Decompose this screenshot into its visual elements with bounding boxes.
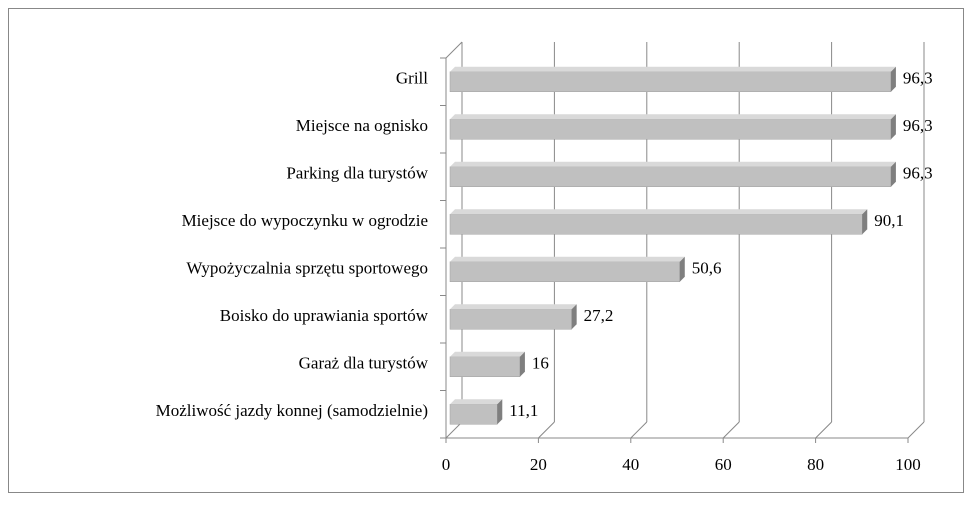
bar [449, 119, 892, 140]
bar-top [450, 256, 685, 262]
bar-end [519, 351, 525, 377]
data-label: 27,2 [584, 306, 614, 325]
bar-top [450, 161, 896, 167]
data-label: 96,3 [903, 164, 933, 183]
data-label: 11,1 [509, 401, 538, 420]
y-tick-label: Miejsce do wypoczynku w ogrodzie [182, 211, 428, 230]
x-tick-label: 40 [622, 455, 639, 474]
bar-top [450, 209, 868, 215]
bar-top [450, 399, 503, 405]
bar [449, 261, 681, 282]
bar [449, 214, 863, 235]
x-tick-label: 20 [530, 455, 547, 474]
y-tick-label: Garaż dla turystów [299, 354, 429, 373]
bar-end [890, 161, 896, 187]
x-tick-label: 80 [807, 455, 824, 474]
data-label: 16 [532, 354, 549, 373]
bar-end [679, 256, 685, 282]
bar [449, 309, 572, 330]
y-tick-label: Boisko do uprawiania sportów [220, 306, 429, 325]
grid-line-floor [907, 421, 925, 439]
y-tick-label: Możliwość jazdy konnej (samodzielnie) [156, 401, 428, 420]
bar-top [450, 66, 896, 72]
x-tick-label: 0 [442, 455, 451, 474]
bar-top [450, 304, 577, 310]
grid-line-floor [445, 421, 463, 439]
bar [449, 71, 892, 92]
grid-line-floor [722, 421, 740, 439]
bar [449, 404, 498, 425]
grid-line-floor [630, 421, 648, 439]
bar-end [571, 304, 577, 330]
bar-end [890, 66, 896, 92]
data-label: 96,3 [903, 69, 933, 88]
x-tick-label: 100 [895, 455, 921, 474]
grid-line-floor [538, 421, 555, 439]
left-wall-top [445, 41, 463, 59]
bar-top [450, 114, 896, 120]
bar-end [862, 209, 868, 235]
bar-end [890, 114, 896, 140]
x-tick-label: 60 [715, 455, 732, 474]
bar [449, 166, 892, 187]
data-label: 96,3 [903, 116, 933, 135]
bar-end [497, 399, 503, 425]
bar [449, 356, 521, 377]
y-tick-label: Miejsce na ognisko [296, 116, 428, 135]
data-label: 50,6 [692, 259, 722, 278]
grid-line-floor [815, 421, 832, 439]
data-label: 90,1 [874, 211, 904, 230]
y-tick-label: Parking dla turystów [286, 164, 428, 183]
y-tick-label: Wypożyczalnia sprzętu sportowego [186, 259, 428, 278]
bar-top [450, 351, 525, 357]
y-tick-label: Grill [396, 69, 428, 88]
